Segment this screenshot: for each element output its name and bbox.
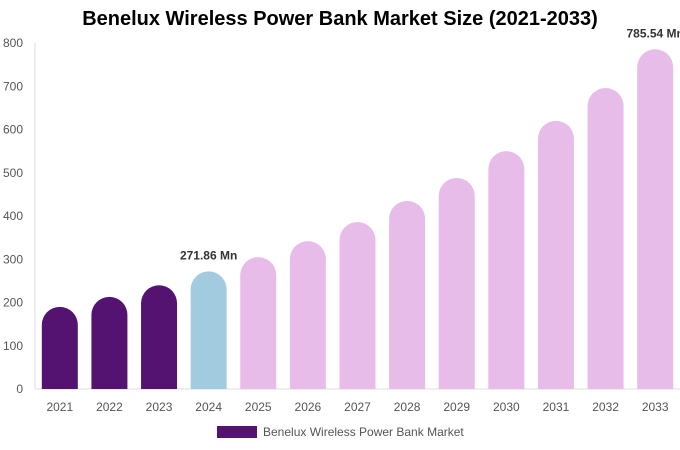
bar-2027 <box>339 222 376 389</box>
y-tick-label: 700 <box>3 79 23 93</box>
x-tick-label: 2032 <box>592 400 619 414</box>
bar-2030 <box>488 151 525 389</box>
y-tick-label: 0 <box>16 382 23 396</box>
x-tick-label: 2030 <box>493 400 520 414</box>
legend: Benelux Wireless Power Bank Market <box>217 425 464 439</box>
x-tick-label: 2024 <box>195 400 222 414</box>
y-tick-label: 800 <box>3 36 23 50</box>
legend-label: Benelux Wireless Power Bank Market <box>263 425 464 439</box>
x-tick-label: 2022 <box>96 400 123 414</box>
chart-title: Benelux Wireless Power Bank Market Size … <box>82 8 598 30</box>
bar-2028 <box>389 200 426 389</box>
bar-2031 <box>537 120 574 389</box>
y-tick-label: 100 <box>3 339 23 353</box>
y-tick-label: 200 <box>3 296 23 310</box>
x-tick-label: 2026 <box>295 400 322 414</box>
data-label-2024: 271.86 Mn <box>180 248 237 262</box>
bar-2021 <box>41 306 78 389</box>
bar-2026 <box>289 241 326 389</box>
bar-2022 <box>91 296 128 389</box>
x-tick-label: 2027 <box>344 400 371 414</box>
x-tick-label: 2033 <box>642 400 669 414</box>
y-tick-label: 300 <box>3 252 23 266</box>
x-tick-label: 2028 <box>394 400 421 414</box>
legend-swatch <box>217 426 257 438</box>
data-label-2033: 785.54 Mn <box>627 26 680 40</box>
x-tick-label: 2031 <box>543 400 570 414</box>
x-tick-label: 2029 <box>443 400 470 414</box>
x-tick-label: 2021 <box>46 400 73 414</box>
bar-2025 <box>240 257 277 389</box>
y-tick-label: 400 <box>3 209 23 223</box>
bar-2032 <box>587 87 624 389</box>
y-tick-label: 600 <box>3 123 23 137</box>
y-tick-label: 500 <box>3 166 23 180</box>
bar-2033 <box>637 49 674 389</box>
x-tick-label: 2023 <box>146 400 173 414</box>
bar-2024 <box>190 271 227 389</box>
bar-2023 <box>141 285 178 389</box>
x-tick-label: 2025 <box>245 400 272 414</box>
bar-2029 <box>438 177 475 389</box>
